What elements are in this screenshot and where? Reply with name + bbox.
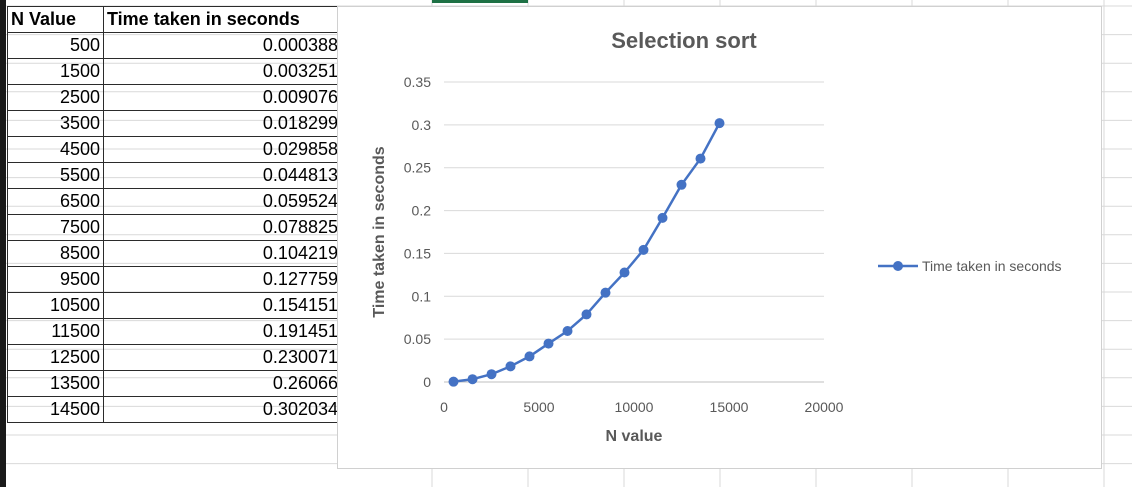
cell-time-taken[interactable]: 0.302034	[103, 396, 342, 423]
legend-label[interactable]: Time taken in seconds	[922, 258, 1062, 274]
chart-title: Selection sort	[611, 28, 757, 53]
chart-panel[interactable]: Selection sort 0 0.05 0.1 0.15 0.2 0.25 0.3 0.35…	[337, 6, 1102, 469]
cell-n-value[interactable]: 8500	[7, 240, 104, 267]
legend-marker	[893, 261, 903, 271]
y-tick-label: 0.25	[404, 160, 431, 176]
data-point[interactable]	[638, 244, 649, 255]
cell-n-value[interactable]: 11500	[7, 318, 104, 345]
cell-n-value[interactable]: 13500	[7, 370, 104, 397]
cell-time-taken[interactable]: 0.26066	[103, 370, 342, 397]
data-point[interactable]	[695, 153, 706, 164]
x-tick-label: 5000	[523, 399, 554, 415]
x-axis-title: N value	[606, 428, 663, 445]
table-row: 14500 0.302034	[7, 396, 342, 423]
x-tick-label: 0	[440, 399, 448, 415]
y-tick-label: 0.35	[404, 74, 431, 90]
selected-column-indicator	[432, 0, 528, 3]
x-tick-label: 20000	[805, 399, 844, 415]
selection-sort-chart: Selection sort 0 0.05 0.1 0.15 0.2 0.25 0.3 0.35…	[371, 28, 1062, 445]
header-time-taken[interactable]: Time taken in seconds	[103, 6, 342, 33]
cell-n-value[interactable]: 9500	[7, 266, 104, 293]
data-table: N Value Time taken in seconds 500 0.00038…	[7, 6, 342, 423]
x-tick-label: 15000	[710, 399, 749, 415]
cell-n-value[interactable]: 6500	[7, 188, 104, 215]
table-row: 500 0.000388	[7, 32, 342, 59]
cell-n-value[interactable]: 3500	[7, 110, 104, 137]
data-point[interactable]	[600, 287, 611, 298]
cell-n-value[interactable]: 1500	[7, 58, 104, 85]
cell-n-value[interactable]: 4500	[7, 136, 104, 163]
data-point[interactable]	[714, 118, 725, 129]
cell-time-taken[interactable]: 0.230071	[103, 344, 342, 371]
data-point[interactable]	[619, 267, 630, 278]
cell-n-value[interactable]: 12500	[7, 344, 104, 371]
data-point[interactable]	[448, 376, 459, 387]
table-row: 1500 0.003251	[7, 58, 342, 85]
data-point[interactable]	[543, 338, 554, 349]
table-row: 11500 0.191451	[7, 318, 342, 345]
cell-time-taken[interactable]: 0.029858	[103, 136, 342, 163]
cell-time-taken[interactable]: 0.059524	[103, 188, 342, 215]
table-row: 13500 0.26066	[7, 370, 342, 397]
cell-n-value[interactable]: 10500	[7, 292, 104, 319]
cell-n-value[interactable]: 500	[7, 32, 104, 59]
y-tick-label: 0	[423, 374, 431, 390]
data-point[interactable]	[581, 309, 592, 320]
table-row: 2500 0.009076	[7, 84, 342, 111]
y-tick-label: 0.1	[412, 288, 432, 304]
cell-time-taken[interactable]: 0.078825	[103, 214, 342, 241]
x-tick-label: 10000	[615, 399, 654, 415]
table-row: 10500 0.154151	[7, 292, 342, 319]
cell-time-taken[interactable]: 0.044813	[103, 162, 342, 189]
data-point[interactable]	[657, 212, 668, 223]
table-row: 3500 0.018299	[7, 110, 342, 137]
cell-time-taken[interactable]: 0.127759	[103, 266, 342, 293]
data-point[interactable]	[467, 374, 478, 385]
cell-time-taken[interactable]: 0.018299	[103, 110, 342, 137]
cell-time-taken[interactable]: 0.000388	[103, 32, 342, 59]
cell-time-taken[interactable]: 0.154151	[103, 292, 342, 319]
series-line	[453, 122, 721, 383]
y-tick-label: 0.3	[412, 117, 432, 133]
cell-time-taken[interactable]: 0.191451	[103, 318, 342, 345]
table-header-row: N Value Time taken in seconds	[7, 6, 342, 33]
header-n-value[interactable]: N Value	[7, 6, 104, 33]
data-point[interactable]	[524, 351, 535, 362]
y-axis-title: Time taken in seconds	[371, 146, 388, 317]
table-row: 12500 0.230071	[7, 344, 342, 371]
cell-time-taken[interactable]: 0.009076	[103, 84, 342, 111]
table-row: 9500 0.127759	[7, 266, 342, 293]
data-point[interactable]	[676, 179, 687, 190]
data-point[interactable]	[486, 369, 497, 380]
table-row: 5500 0.044813	[7, 162, 342, 189]
cell-n-value[interactable]: 5500	[7, 162, 104, 189]
row-header-edge	[0, 0, 6, 487]
cell-time-taken[interactable]: 0.003251	[103, 58, 342, 85]
data-point[interactable]	[505, 361, 516, 372]
table-row: 8500 0.104219	[7, 240, 342, 267]
cell-n-value[interactable]: 7500	[7, 214, 104, 241]
data-point[interactable]	[562, 325, 573, 336]
cell-time-taken[interactable]: 0.104219	[103, 240, 342, 267]
y-tick-label: 0.05	[404, 331, 431, 347]
table-row: 7500 0.078825	[7, 214, 342, 241]
table-row: 4500 0.029858	[7, 136, 342, 163]
cell-n-value[interactable]: 14500	[7, 396, 104, 423]
y-tick-label: 0.15	[404, 245, 431, 261]
cell-n-value[interactable]: 2500	[7, 84, 104, 111]
y-tick-label: 0.2	[412, 203, 432, 219]
table-row: 6500 0.059524	[7, 188, 342, 215]
